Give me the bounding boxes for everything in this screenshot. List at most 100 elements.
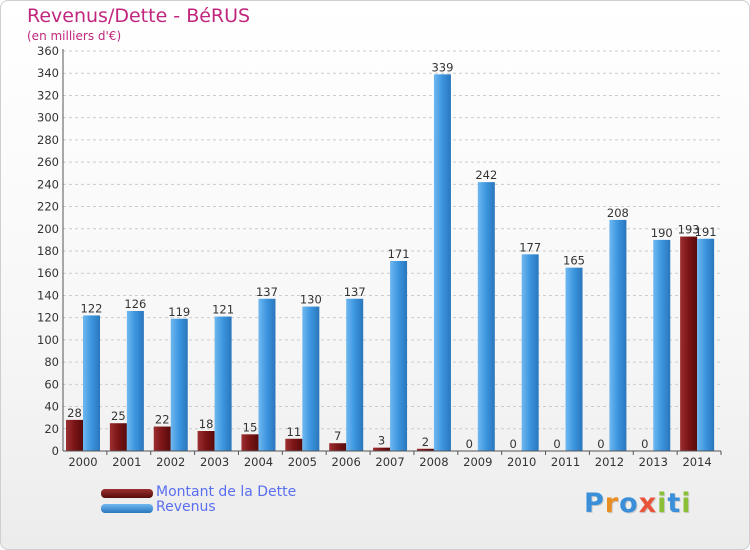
y-tick-label: 40 [44, 400, 59, 414]
legend-label-revenus: Revenus [156, 499, 216, 515]
bar-revenus [126, 311, 144, 451]
x-tick-label: 2009 [463, 455, 492, 469]
x-tick-label: 2007 [375, 455, 404, 469]
bar-dette [416, 448, 434, 451]
value-label-revenus: 126 [124, 297, 146, 311]
value-label-revenus: 121 [212, 303, 234, 317]
bars [66, 74, 715, 451]
value-label-dette: 25 [111, 409, 126, 423]
value-label-revenus: 177 [519, 240, 541, 254]
value-label-dette: 2 [422, 435, 429, 449]
x-tick-label: 2000 [68, 455, 97, 469]
value-label-revenus: 191 [695, 225, 717, 239]
y-tick-label: 180 [37, 244, 59, 258]
y-tick-label: 240 [37, 177, 59, 191]
y-tick-label: 320 [37, 88, 59, 102]
y-tick-label: 60 [44, 377, 59, 391]
legend-label-dette: Montant de la Dette [156, 484, 297, 500]
bar-dette [680, 236, 698, 451]
value-label-dette: 18 [199, 417, 214, 431]
bar-dette [329, 443, 347, 451]
logo-letter: i [657, 488, 668, 519]
bar-revenus [214, 316, 232, 451]
y-tick-label: 200 [37, 222, 59, 236]
y-tick-label: 100 [37, 333, 59, 347]
logo-letter: x [638, 488, 658, 519]
bar-revenus [390, 261, 408, 451]
legend-swatch-revenus [101, 504, 153, 513]
value-label-dette: 3 [378, 434, 385, 448]
logo-letter: i [681, 488, 692, 519]
y-tick-label: 160 [37, 266, 59, 280]
bar-dette [241, 434, 259, 451]
y-tick-label: 260 [37, 155, 59, 169]
value-label-dette: 22 [155, 413, 170, 427]
bar-revenus [83, 315, 100, 451]
value-label-dette: 0 [466, 437, 473, 451]
chart-title: Revenus/Dette - BéRUS [27, 5, 251, 27]
value-label-revenus: 165 [563, 254, 585, 268]
value-label-dette: 193 [678, 223, 700, 237]
x-tick-label: 2006 [332, 455, 361, 469]
bar-dette [109, 423, 127, 451]
bar-revenus [697, 238, 715, 451]
value-label-dette: 0 [597, 437, 604, 451]
logo-letter: t [667, 488, 682, 519]
value-label-revenus: 130 [300, 293, 322, 307]
bar-revenus [565, 267, 583, 451]
y-tick-label: 220 [37, 200, 59, 214]
value-label-dette: 0 [553, 437, 560, 451]
value-label-revenus: 339 [431, 60, 453, 74]
x-tick-label: 2013 [639, 455, 668, 469]
bar-revenus [477, 182, 495, 451]
y-tick-label: 140 [37, 288, 59, 302]
value-label-revenus: 208 [607, 206, 629, 220]
bar-revenus [609, 219, 627, 451]
bar-dette [66, 419, 83, 451]
legend-swatch-dette [101, 489, 153, 498]
bar-dette [197, 431, 215, 451]
value-label-revenus: 119 [168, 305, 190, 319]
value-label-revenus: 190 [651, 226, 673, 240]
x-tick-label: 2011 [551, 455, 580, 469]
y-tick-label: 20 [44, 422, 59, 436]
value-label-dette: 15 [243, 420, 258, 434]
y-tick-label: 300 [37, 111, 59, 125]
logo-letter: P [584, 488, 605, 519]
logo-letter: o [619, 488, 639, 519]
bar-dette [285, 438, 303, 451]
bar-revenus [653, 239, 671, 451]
bar-revenus [302, 306, 320, 451]
bar-dette [373, 447, 391, 451]
y-tick-label: 280 [37, 133, 59, 147]
x-tick-label: 2008 [419, 455, 448, 469]
y-tick-label: 120 [37, 311, 59, 325]
bar-revenus [258, 298, 276, 451]
value-label-dette: 0 [641, 437, 648, 451]
x-tick-label: 2014 [682, 455, 711, 469]
bar-dette [153, 426, 171, 451]
y-tick-label: 360 [37, 44, 59, 58]
value-label-dette: 28 [67, 406, 82, 420]
value-label-revenus: 171 [388, 247, 410, 261]
y-tick-label: 80 [44, 355, 59, 369]
bar-revenus [346, 298, 364, 451]
value-label-revenus: 137 [344, 285, 366, 299]
value-label-dette: 7 [334, 429, 341, 443]
value-label-revenus: 242 [475, 168, 497, 182]
x-tick-label: 2003 [200, 455, 229, 469]
bar-revenus [170, 318, 188, 451]
x-tick-label: 2010 [507, 455, 536, 469]
y-tick-label: 340 [37, 66, 59, 80]
x-tick-label: 2005 [288, 455, 317, 469]
value-label-dette: 0 [510, 437, 517, 451]
y-tick-label: 0 [52, 444, 59, 458]
labels: 0204060801001201401601802002202402602803… [37, 44, 717, 469]
chart-subtitle: (en milliers d'€) [27, 29, 122, 43]
axes [62, 49, 722, 455]
bar-revenus [521, 254, 539, 451]
bar-revenus [433, 74, 451, 451]
logo-letter: r [604, 488, 620, 519]
